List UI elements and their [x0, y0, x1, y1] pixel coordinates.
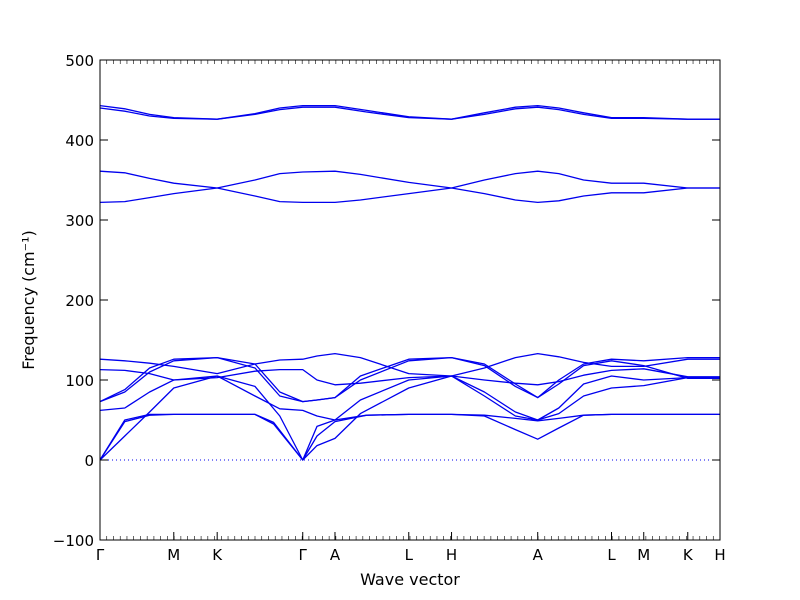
band-line-8 [99, 352, 720, 377]
x-tick-label: K [212, 546, 223, 564]
y-tick-label: 200 [65, 292, 94, 310]
x-tick-label: M [167, 546, 180, 564]
band-line-9 [99, 170, 720, 204]
y-tick-label: −100 [53, 532, 94, 550]
x-tick-label: Γ [299, 546, 308, 564]
band-line-1 [99, 413, 720, 461]
band-line-5 [99, 356, 720, 403]
band-line-10 [99, 170, 720, 204]
band-line-3 [99, 375, 720, 461]
x-tick-label: A [330, 546, 341, 564]
y-tick-label: 500 [65, 52, 94, 70]
band-line-4 [99, 375, 720, 421]
y-tick-label: 300 [65, 212, 94, 230]
y-tick-label: 400 [65, 132, 94, 150]
band-line-2 [99, 413, 720, 461]
band-line-6 [99, 356, 720, 403]
y-tick-label: 100 [65, 372, 94, 390]
y-tick-label: 0 [84, 452, 94, 470]
band-line-12 [99, 104, 720, 120]
band-line-7 [99, 368, 720, 386]
x-tick-label: L [607, 546, 616, 564]
x-tick-label: H [714, 546, 725, 564]
x-tick-label: H [446, 546, 457, 564]
x-tick-label: L [405, 546, 414, 564]
x-tick-label: M [637, 546, 650, 564]
x-axis-label: Wave vector [360, 570, 460, 589]
x-tick-label: K [683, 546, 694, 564]
x-tick-label: Γ [96, 546, 105, 564]
plot-frame [99, 59, 721, 541]
x-tick-label: A [533, 546, 544, 564]
y-axis-label: Frequency (cm⁻¹) [19, 230, 38, 369]
